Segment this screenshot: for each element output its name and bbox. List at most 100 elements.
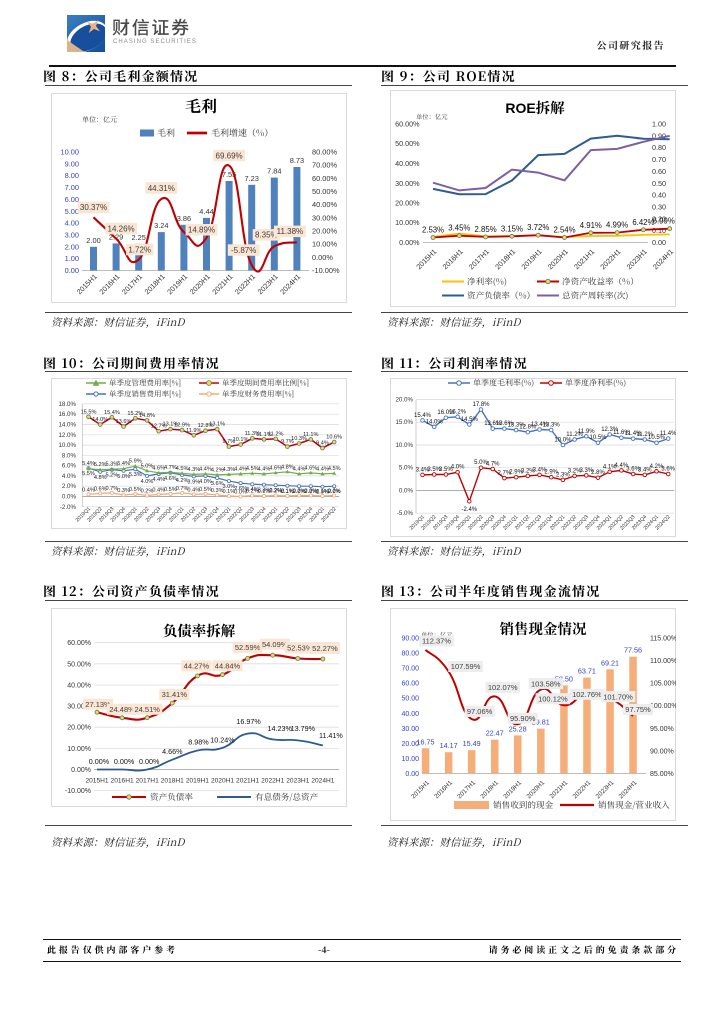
svg-text:0.2%: 0.2% xyxy=(293,489,306,495)
svg-text:2.54%: 2.54% xyxy=(553,226,575,235)
svg-text:16.2%: 16.2% xyxy=(449,409,467,415)
svg-text:30.00: 30.00 xyxy=(401,726,419,733)
svg-text:13.3%: 13.3% xyxy=(543,423,561,429)
svg-text:11.2%: 11.2% xyxy=(268,431,283,437)
svg-text:40.00%: 40.00% xyxy=(312,200,337,209)
svg-text:3.4%: 3.4% xyxy=(416,467,430,473)
svg-text:0.20: 0.20 xyxy=(652,214,666,223)
svg-text:9.4%: 9.4% xyxy=(316,441,329,447)
svg-text:14.89%: 14.89% xyxy=(188,226,215,235)
svg-text:1.72%: 1.72% xyxy=(128,246,151,255)
svg-text:3.45%: 3.45% xyxy=(448,224,470,233)
svg-text:77.56: 77.56 xyxy=(624,646,642,655)
svg-text:85.00%: 85.00% xyxy=(650,771,674,778)
svg-text:-2.0%: -2.0% xyxy=(60,504,77,511)
svg-text:6.42%: 6.42% xyxy=(632,218,654,227)
svg-text:4.8%: 4.8% xyxy=(94,475,107,481)
svg-text:80.00%: 80.00% xyxy=(312,148,337,157)
svg-text:4.91%: 4.91% xyxy=(580,221,602,230)
svg-text:10.5%: 10.5% xyxy=(589,435,607,441)
svg-text:10.00%: 10.00% xyxy=(395,218,420,227)
svg-text:90.00%: 90.00% xyxy=(650,748,674,755)
svg-text:10.1%: 10.1% xyxy=(233,437,249,443)
svg-text:10.0%: 10.0% xyxy=(395,442,413,449)
svg-text:2.2%: 2.2% xyxy=(269,488,282,494)
svg-text:7.23: 7.23 xyxy=(245,174,259,183)
svg-text:10.00%: 10.00% xyxy=(67,746,91,753)
svg-text:16.75: 16.75 xyxy=(417,737,435,746)
svg-text:13.6%: 13.6% xyxy=(484,421,502,427)
svg-text:0.6%: 0.6% xyxy=(94,486,107,492)
svg-text:10.00: 10.00 xyxy=(401,756,419,763)
svg-text:0.0%: 0.0% xyxy=(62,494,77,501)
svg-text:2.7%: 2.7% xyxy=(498,471,512,477)
svg-text:毛利增速（%）: 毛利增速（%） xyxy=(211,126,273,139)
svg-text:3.15%: 3.15% xyxy=(501,224,523,233)
svg-text:11.2%: 11.2% xyxy=(566,432,583,438)
svg-text:30.00%: 30.00% xyxy=(395,179,420,188)
svg-text:5.9%: 5.9% xyxy=(129,459,142,465)
svg-text:97.75%: 97.75% xyxy=(625,705,651,714)
svg-text:54.09%: 54.09% xyxy=(262,640,288,649)
svg-text:5.4%: 5.4% xyxy=(82,461,95,467)
svg-text:15.4%: 15.4% xyxy=(414,413,432,419)
svg-text:2.4%: 2.4% xyxy=(246,487,259,493)
svg-text:31.41%: 31.41% xyxy=(162,690,188,699)
svg-text:2015H1: 2015H1 xyxy=(85,778,108,785)
svg-text:112.37%: 112.37% xyxy=(422,637,451,646)
svg-text:10.0%: 10.0% xyxy=(554,438,572,444)
svg-text:4.6%: 4.6% xyxy=(164,476,177,482)
svg-text:6.0%: 6.0% xyxy=(62,463,77,470)
svg-text:0.4%: 0.4% xyxy=(82,487,95,493)
svg-text:2022H1: 2022H1 xyxy=(261,778,284,785)
svg-text:8.73: 8.73 xyxy=(290,156,304,165)
svg-text:4.2%: 4.2% xyxy=(176,478,189,484)
svg-text:0.00%: 0.00% xyxy=(89,757,110,766)
svg-text:50.00%: 50.00% xyxy=(395,139,420,148)
svg-text:2019H1: 2019H1 xyxy=(186,778,209,785)
svg-text:销售现金情况: 销售现金情况 xyxy=(500,618,587,639)
svg-text:1.00: 1.00 xyxy=(652,120,666,129)
svg-text:10.6%: 10.6% xyxy=(326,435,342,441)
svg-text:8.00: 8.00 xyxy=(65,171,79,180)
svg-text:3.24: 3.24 xyxy=(154,221,168,230)
svg-text:0.70: 0.70 xyxy=(652,155,666,164)
svg-text:0.3%: 0.3% xyxy=(211,488,224,494)
svg-text:101.70%: 101.70% xyxy=(603,692,633,701)
svg-text:有息债务/总资产: 有息债务/总资产 xyxy=(255,791,319,803)
svg-text:14.26%: 14.26% xyxy=(108,224,135,233)
svg-text:5.4%: 5.4% xyxy=(117,461,130,467)
svg-text:10.3%: 10.3% xyxy=(291,436,307,442)
svg-text:0.5%: 0.5% xyxy=(164,487,177,493)
svg-text:2018H1: 2018H1 xyxy=(161,778,184,785)
svg-text:69.21: 69.21 xyxy=(601,658,619,667)
svg-text:70.00%: 70.00% xyxy=(312,161,337,170)
svg-text:15.0%: 15.0% xyxy=(395,419,413,426)
svg-text:0.5%: 0.5% xyxy=(199,487,212,493)
svg-text:60.00%: 60.00% xyxy=(312,174,337,183)
svg-text:6.99%: 6.99% xyxy=(653,217,675,226)
svg-text:2021H1: 2021H1 xyxy=(236,778,259,785)
svg-text:4.2%: 4.2% xyxy=(650,464,664,470)
svg-text:44.84%: 44.84% xyxy=(215,661,241,670)
svg-text:80.00: 80.00 xyxy=(401,651,419,658)
svg-text:102.76%: 102.76% xyxy=(572,690,602,699)
svg-text:50.00%: 50.00% xyxy=(312,187,337,196)
svg-text:3.2%: 3.2% xyxy=(568,468,582,474)
svg-text:5.0%: 5.0% xyxy=(399,465,414,472)
svg-text:单季度财务费用率[%]: 单季度财务费用率[%] xyxy=(222,389,294,400)
svg-text:5.0%: 5.0% xyxy=(474,460,488,466)
svg-text:-5.0%: -5.0% xyxy=(397,510,414,517)
svg-text:-10.00%: -10.00% xyxy=(65,788,91,795)
svg-text:9.7%: 9.7% xyxy=(281,439,294,445)
svg-text:总资产周转率(次): 总资产周转率(次) xyxy=(562,290,628,302)
svg-text:2.3%: 2.3% xyxy=(258,488,271,494)
svg-text:7.00: 7.00 xyxy=(65,183,79,192)
svg-text:4.6%: 4.6% xyxy=(269,465,282,471)
svg-text:0.00: 0.00 xyxy=(652,238,666,247)
svg-text:11.3%: 11.3% xyxy=(245,431,260,437)
svg-text:14.5%: 14.5% xyxy=(461,417,479,423)
svg-text:4.0%: 4.0% xyxy=(199,479,212,485)
svg-text:2.0%: 2.0% xyxy=(62,483,77,490)
svg-text:5.5%: 5.5% xyxy=(82,471,95,477)
